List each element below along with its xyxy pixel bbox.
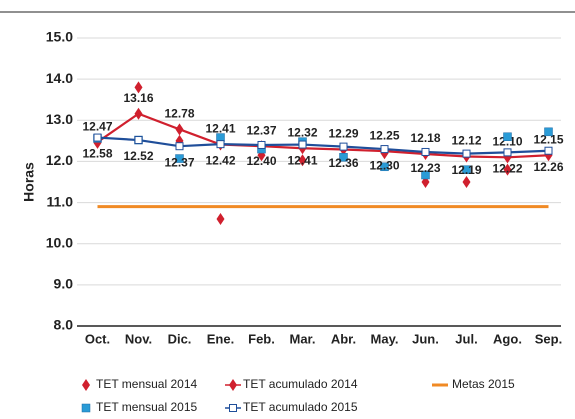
point (503, 148, 512, 157)
point (298, 154, 307, 167)
data-label: 12.40 (246, 154, 276, 168)
x-tick-label: Oct. (85, 331, 110, 346)
point (380, 162, 389, 172)
data-label: 12.58 (82, 147, 112, 161)
data-label: 12.29 (328, 127, 358, 141)
legend-marker (229, 404, 237, 412)
point (175, 154, 184, 163)
point (298, 140, 307, 149)
data-label: 12.30 (369, 158, 399, 172)
y-tick-label: 11.0 (47, 193, 74, 209)
legend-label: TET mensual 2014 (96, 377, 197, 391)
y-tick-label: 8.0 (54, 317, 74, 333)
x-tick-label: Ago. (493, 331, 522, 346)
data-label: 13.16 (123, 91, 153, 105)
data-label: 12.18 (410, 131, 440, 145)
y-tick-label: 10.0 (46, 234, 73, 250)
point (462, 165, 471, 174)
point (503, 163, 512, 176)
x-tick-label: Ene. (207, 331, 234, 346)
data-label: 12.15 (533, 132, 563, 146)
point (544, 146, 553, 155)
data-label: 12.12 (451, 134, 481, 148)
data-label: 12.41 (205, 122, 235, 136)
x-tick-label: Mar. (289, 331, 315, 346)
legend-label: TET mensual 2015 (96, 400, 197, 414)
y-tick-label: 12.0 (46, 152, 73, 168)
data-label: 12.10 (492, 134, 522, 148)
data-label: 12.52 (123, 149, 153, 163)
legend-marker (82, 379, 90, 391)
point (257, 140, 266, 149)
point (339, 142, 348, 151)
y-tick-label: 13.0 (46, 111, 73, 127)
point (134, 136, 143, 145)
point (93, 133, 102, 142)
data-label: 12.78 (164, 107, 194, 121)
data-label: 12.23 (410, 161, 440, 175)
data-label: 12.47 (82, 119, 112, 133)
x-tick-label: May. (371, 331, 399, 346)
data-label: 12.37 (246, 123, 276, 137)
point (134, 81, 143, 94)
point (421, 170, 430, 180)
y-tick-label: 15.0 (46, 29, 73, 45)
data-label: 12.36 (328, 156, 358, 170)
x-tick-label: Jul. (455, 331, 477, 346)
legend-marker (229, 379, 237, 391)
data-label: 12.37 (164, 155, 194, 169)
x-tick-label: Nov. (125, 331, 152, 346)
point (380, 145, 389, 154)
series-line (97, 136, 549, 155)
point (544, 127, 553, 137)
point (134, 107, 143, 120)
data-label: 12.22 (492, 162, 522, 176)
x-tick-label: Sep. (535, 331, 562, 346)
x-tick-label: Jun. (412, 331, 439, 346)
legend-marker (81, 403, 91, 413)
y-axis-label: Horas (21, 162, 37, 202)
point (462, 149, 471, 158)
point (503, 132, 512, 141)
series-line (96, 112, 549, 159)
legend-label: Metas 2015 (452, 377, 515, 391)
legend-label: TET acumulado 2014 (243, 377, 358, 391)
data-label: 12.32 (287, 125, 317, 139)
point (175, 123, 184, 136)
data-label: 12.19 (451, 163, 481, 177)
data-label: 12.42 (205, 153, 235, 167)
point (339, 153, 348, 162)
point (216, 213, 225, 226)
y-tick-label: 9.0 (54, 276, 74, 292)
x-tick-label: Dic. (168, 331, 192, 346)
data-label: 12.41 (287, 154, 317, 168)
data-label: 12.26 (533, 160, 563, 174)
point (175, 142, 184, 151)
y-tick-label: 14.0 (46, 70, 73, 86)
point (216, 140, 225, 149)
x-tick-label: Abr. (331, 331, 356, 346)
data-label: 12.25 (369, 128, 399, 142)
point (462, 176, 471, 188)
x-tick-label: Feb. (248, 331, 275, 346)
point (421, 147, 430, 156)
legend-label: TET acumulado 2015 (243, 400, 358, 414)
